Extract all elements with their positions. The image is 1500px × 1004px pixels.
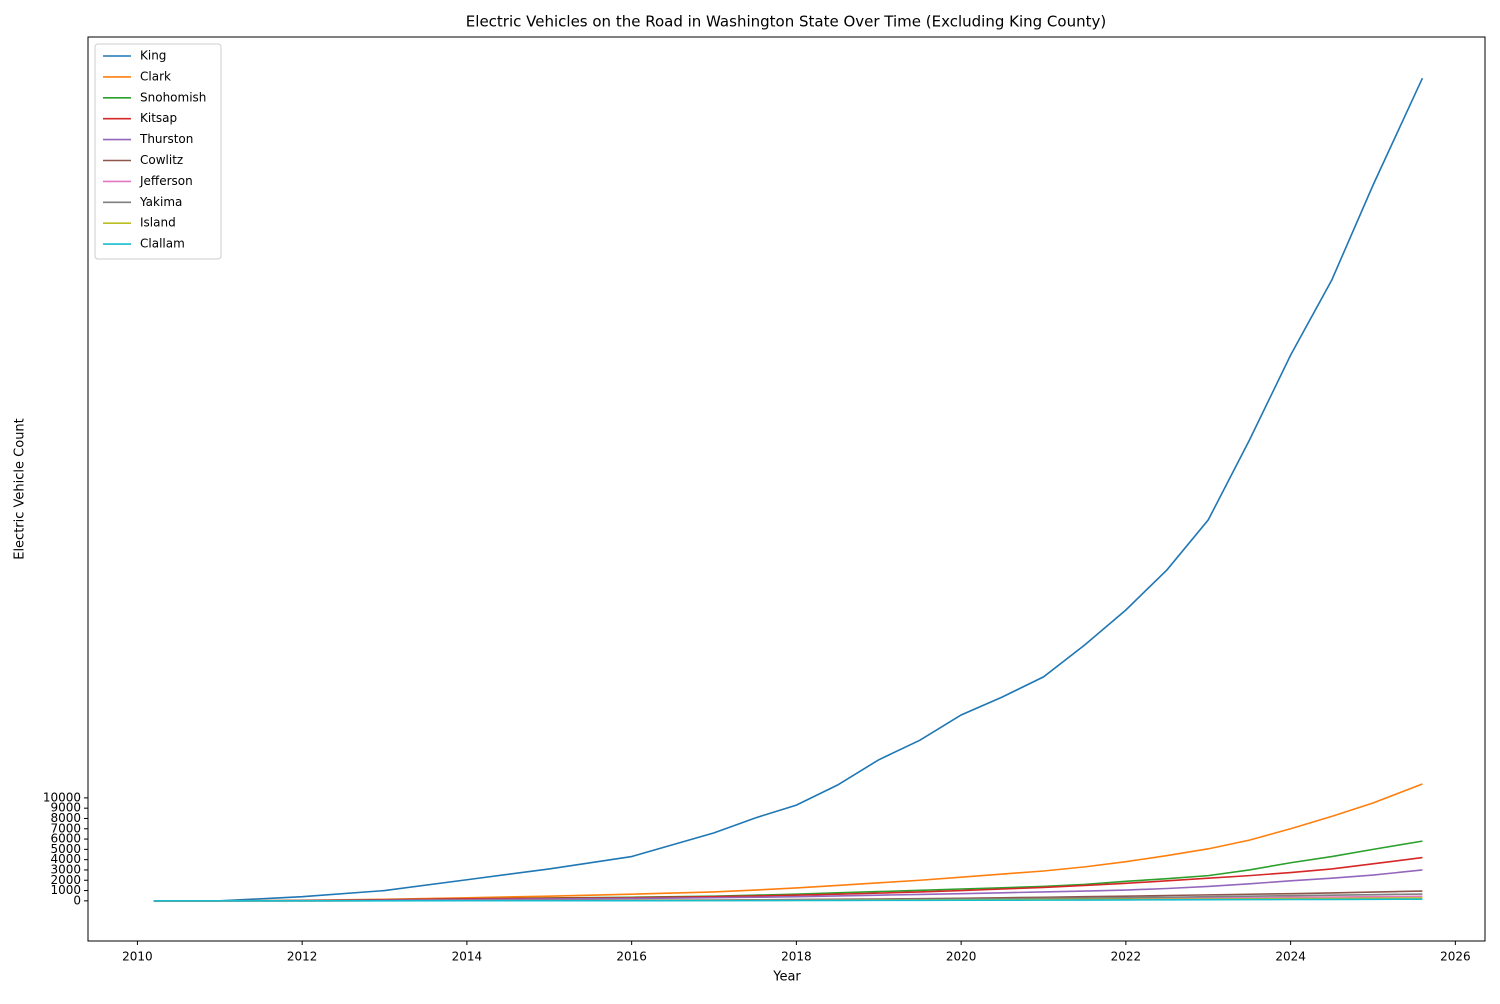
legend-label: Cowlitz [140,153,183,167]
series-line [153,898,1423,902]
x-tick-label: 2026 [1440,950,1471,964]
legend-label: Clallam [140,237,185,251]
y-tick-label: 8000 [50,811,81,825]
x-tick-label: 2018 [781,950,812,964]
legend-label: Kitsap [140,111,177,125]
plot-frame [87,36,1486,942]
legend-label: Thurston [139,132,193,146]
series-line [153,77,1424,902]
legend-label: Yakima [139,195,182,209]
x-tick-label: 2012 [287,950,318,964]
y-tick-label: 0 [73,893,81,907]
legend-label: King [140,49,166,63]
y-tick-label: 10000 [43,790,81,804]
y-axis-label: Electric Vehicle Count [13,418,28,560]
x-tick-label: 2016 [616,950,647,964]
y-tick-label: 9000 [50,801,81,815]
y-tick-label: 2000 [50,873,81,887]
x-tick-label: 2020 [946,950,977,964]
x-axis-label: Year [772,970,801,985]
x-tick-label: 2010 [122,950,153,964]
y-tick-label: 5000 [50,842,81,856]
legend-label: Snohomish [140,90,206,104]
chart-title: Electric Vehicles on the Road in Washing… [466,13,1106,31]
legend-label: Jefferson [139,174,193,188]
y-tick-label: 4000 [50,852,81,866]
x-tick-label: 2022 [1111,950,1142,964]
legend-label: Island [140,216,176,230]
y-tick-label: 6000 [50,832,81,846]
y-tick-label: 7000 [50,821,81,835]
series-line [153,840,1423,902]
y-tick-label: 3000 [50,862,81,876]
x-tick-label: 2014 [452,950,483,964]
series-line [153,783,1423,902]
legend-label: Clark [140,69,171,83]
x-tick-label: 2024 [1275,950,1306,964]
y-tick-label: 1000 [50,883,81,897]
